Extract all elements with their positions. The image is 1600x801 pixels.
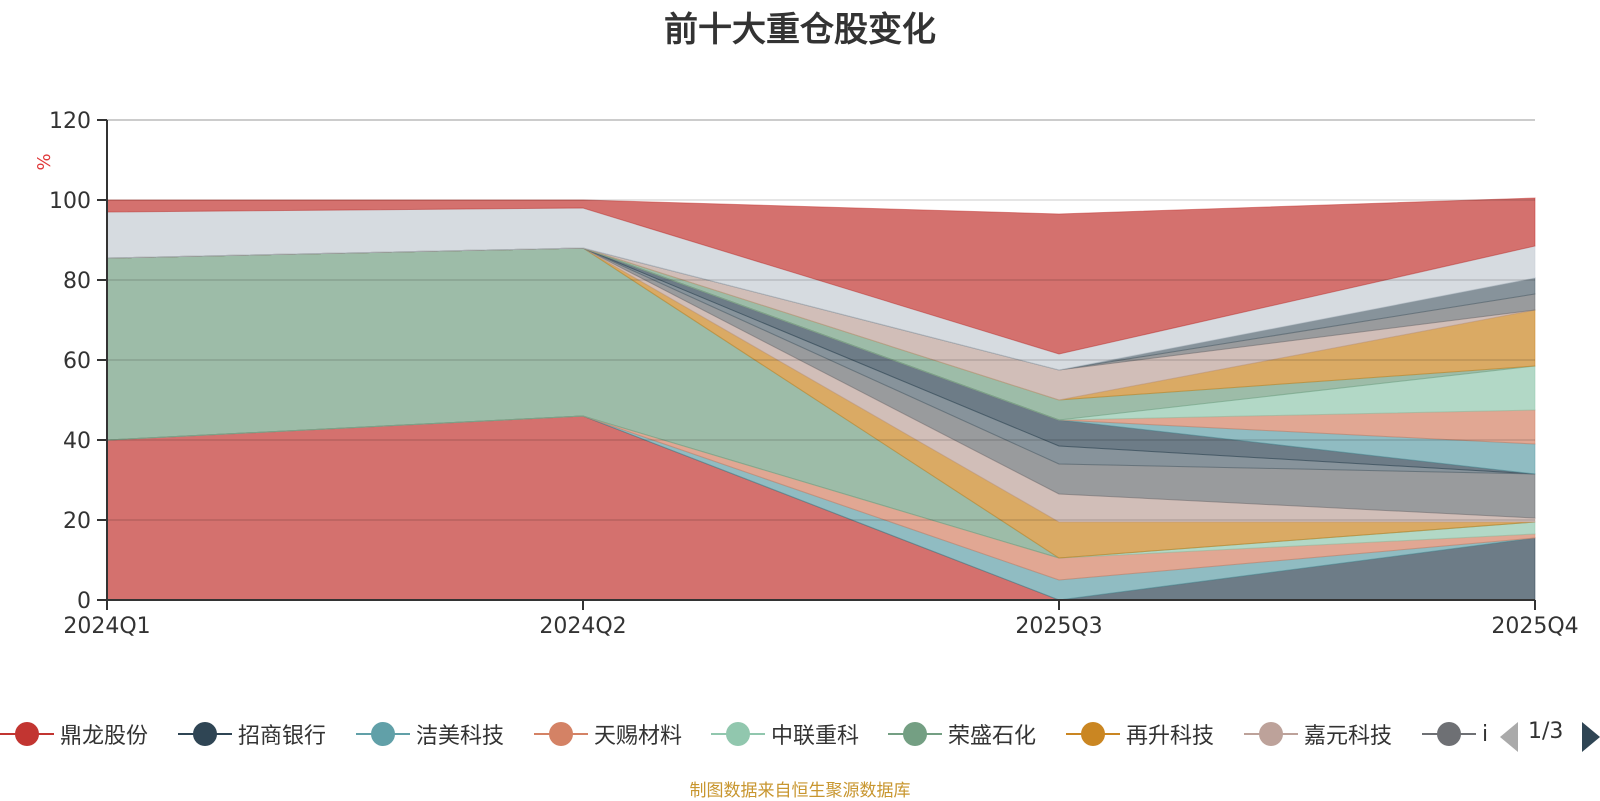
area-series-group xyxy=(106,197,1536,601)
legend-page-indicator: 1/3 xyxy=(1528,719,1564,744)
legend-marker-icon xyxy=(534,716,588,752)
legend-prev-page-icon[interactable] xyxy=(1500,722,1518,752)
legend-item[interactable]: 招商银行 xyxy=(178,716,326,752)
legend-item[interactable]: 再升科技 xyxy=(1066,716,1214,752)
legend-marker-icon xyxy=(1422,716,1476,752)
legend-pager: 1/3 xyxy=(1500,716,1600,752)
legend-item[interactable]: i xyxy=(1422,716,1488,752)
legend-label: 招商银行 xyxy=(238,724,327,749)
legend-marker-icon xyxy=(178,716,232,752)
legend-marker-icon xyxy=(0,716,54,752)
legend-label: 洁美科技 xyxy=(416,724,505,749)
y-tick-label: 60 xyxy=(63,349,91,374)
legend-item[interactable]: 洁美科技 xyxy=(356,716,504,752)
legend-label: 中联重科 xyxy=(771,724,860,749)
legend-item[interactable]: 嘉元科技 xyxy=(1244,716,1392,752)
legend-label: 天赐材料 xyxy=(594,724,683,749)
legend-marker-icon xyxy=(711,716,765,752)
chart-legend: 鼎龙股份 招商银行 洁美科技 天赐材料 中联重科 荣盛石化 再升科技 嘉元科技 i xyxy=(0,716,1500,752)
legend-label: 荣盛石化 xyxy=(948,724,1037,749)
y-tick-label: 0 xyxy=(77,589,91,614)
y-tick-label: 120 xyxy=(49,109,91,134)
source-note: 制图数据来自恒生聚源数据库 xyxy=(689,781,911,801)
x-tick-label: 2025Q3 xyxy=(1015,614,1102,639)
y-tick-label: 80 xyxy=(63,269,91,294)
x-tick-label: 2025Q4 xyxy=(1491,614,1578,639)
legend-item[interactable]: 天赐材料 xyxy=(534,716,682,752)
x-tick-label: 2024Q1 xyxy=(63,614,150,639)
y-tick-label: 40 xyxy=(63,429,91,454)
legend-item[interactable]: 鼎龙股份 xyxy=(0,716,148,752)
legend-marker-icon xyxy=(1066,716,1120,752)
legend-next-page-icon[interactable] xyxy=(1582,722,1600,752)
area-series-21 xyxy=(106,197,1536,355)
legend-label: 嘉元科技 xyxy=(1304,724,1393,749)
legend-item[interactable]: 荣盛石化 xyxy=(888,716,1036,752)
legend-label: 再升科技 xyxy=(1126,724,1215,749)
legend-marker-icon xyxy=(888,716,942,752)
y-tick-label: 100 xyxy=(49,189,91,214)
legend-marker-icon xyxy=(1244,716,1298,752)
y-axis-unit-label: % xyxy=(34,153,55,170)
legend-label: 鼎龙股份 xyxy=(60,724,149,749)
legend-label: i xyxy=(1482,721,1489,747)
y-tick-label: 20 xyxy=(63,509,91,534)
chart-title: 前十大重仓股变化 xyxy=(664,10,936,50)
legend-marker-icon xyxy=(356,716,410,752)
gridlines xyxy=(107,119,1535,521)
x-tick-label: 2024Q2 xyxy=(539,614,626,639)
legend-item[interactable]: 中联重科 xyxy=(711,716,859,752)
